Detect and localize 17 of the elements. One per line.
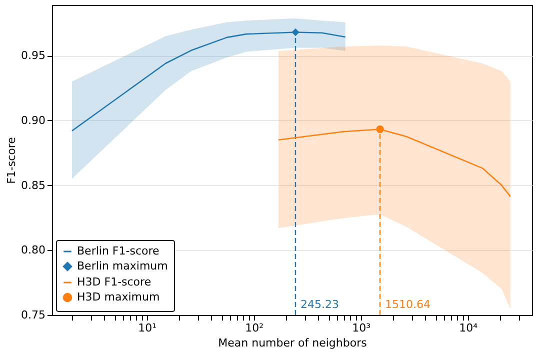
ref-line-label: 1510.64 (384, 298, 430, 311)
x-tick-label: 10⁴ (459, 322, 478, 334)
legend-label: H3D F1-score (77, 276, 152, 288)
x-axis-title: Mean number of neighbors (218, 336, 368, 350)
ref-line-label: 245.23 (300, 298, 339, 311)
x-tick-label: 10³ (352, 322, 371, 334)
y-tick-label: 0.85 (21, 178, 46, 192)
x-tick-label: 10¹ (138, 322, 157, 334)
y-tick-label: 0.90 (21, 114, 46, 127)
legend-label: H3D maximum (77, 290, 160, 304)
y-tick-label: 0.80 (21, 244, 46, 257)
y-tick-label: 0.75 (21, 308, 46, 322)
y-tick-label: 0.95 (21, 49, 46, 62)
x-tick-label: 10² (245, 322, 264, 334)
y-axis-title: F1-score (5, 136, 18, 184)
legend-label: Berlin F1-score (77, 244, 160, 258)
legend-label: Berlin maximum (77, 260, 168, 272)
